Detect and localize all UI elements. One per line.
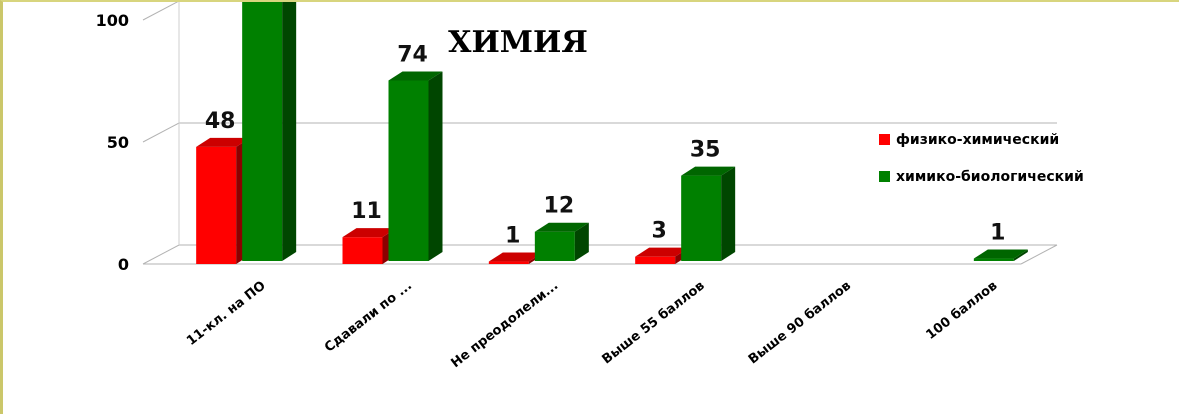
legend: физико-химический химико-биологический bbox=[879, 132, 1084, 185]
bar bbox=[488, 261, 529, 264]
bar-top bbox=[342, 228, 397, 238]
bars-layer bbox=[196, 2, 1028, 264]
data-label: 35 bbox=[690, 138, 721, 163]
x-tick-label: Выше 90 баллов bbox=[746, 278, 854, 367]
bar bbox=[342, 237, 383, 264]
gridline bbox=[142, 2, 179, 21]
x-tick-label: Не преодолели... bbox=[448, 278, 561, 371]
bar bbox=[388, 80, 429, 261]
bar bbox=[242, 2, 283, 262]
bar bbox=[196, 146, 237, 264]
bar-side bbox=[428, 71, 443, 261]
chart-svg: ХИМИЯ 050100150 4812611-кл. на ПО1174Сда… bbox=[96, 2, 1084, 371]
y-tick-label: 50 bbox=[107, 133, 129, 152]
bar-side bbox=[282, 2, 297, 261]
x-tick-label: Выше 55 баллов bbox=[600, 278, 708, 367]
bar-side bbox=[721, 166, 736, 261]
bar-top bbox=[488, 252, 543, 262]
legend-swatch bbox=[879, 134, 890, 145]
data-label: 12 bbox=[544, 194, 575, 219]
x-tick-label: 11-кл. на ПО bbox=[184, 278, 269, 349]
legend-swatch bbox=[879, 171, 890, 182]
bar-top bbox=[534, 222, 589, 232]
grid-layer: 050100150 bbox=[96, 2, 1058, 274]
data-label: 48 bbox=[205, 109, 236, 134]
bar-top bbox=[973, 249, 1028, 259]
x-tick-label: Сдавали по ... bbox=[322, 278, 415, 355]
data-label: 74 bbox=[397, 42, 428, 67]
x-tick-label: 100 баллов bbox=[924, 278, 1001, 343]
bar-top bbox=[681, 166, 736, 176]
y-tick-label: 0 bbox=[118, 255, 129, 274]
bar-top bbox=[388, 71, 443, 81]
data-label: 1 bbox=[505, 224, 520, 249]
data-label: 3 bbox=[652, 219, 667, 244]
bar bbox=[681, 175, 722, 261]
bar-side bbox=[574, 222, 589, 261]
bar-side bbox=[1013, 249, 1028, 261]
bar-top bbox=[635, 247, 690, 257]
bar bbox=[973, 258, 1014, 261]
legend-label: физико-химический bbox=[896, 132, 1059, 148]
bar bbox=[534, 231, 575, 261]
y-tick-label: 100 bbox=[96, 11, 129, 30]
data-label: 1 bbox=[990, 221, 1005, 246]
bar bbox=[635, 256, 676, 264]
chart-title: ХИМИЯ bbox=[448, 25, 588, 60]
bar-top bbox=[196, 137, 251, 147]
legend-label: химико-биологический bbox=[896, 169, 1084, 185]
floor-side-edge bbox=[1020, 244, 1058, 265]
data-label: 11 bbox=[351, 199, 382, 224]
